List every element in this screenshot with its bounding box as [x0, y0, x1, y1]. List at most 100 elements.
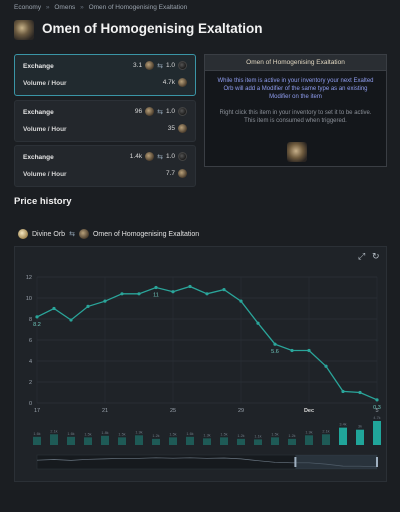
volume-label: 1.9k	[305, 430, 312, 434]
y-tick-label: 6	[29, 338, 32, 344]
rate-left-value: 96	[134, 108, 143, 115]
volume-bar	[101, 435, 109, 445]
currency-icon	[178, 152, 187, 161]
volume-bar	[288, 438, 296, 445]
volume-bar	[339, 427, 347, 445]
breadcrumb-economy[interactable]: Economy	[14, 4, 42, 11]
volume-bar	[50, 434, 58, 445]
volume-bar	[118, 437, 126, 445]
volume-bar	[271, 437, 279, 445]
exchange-card-2[interactable]: Exchange 96 ⇆ 1.0 Volume / Hour 35	[14, 100, 196, 142]
volume-bar	[169, 437, 177, 445]
volume-label: 2.1k	[322, 429, 329, 433]
price-point	[35, 315, 39, 319]
breadcrumb-separator: »	[80, 4, 84, 11]
volume-bar	[84, 437, 92, 445]
currency-pair[interactable]: Divine Orb ⇆ Omen of Homogenising Exalta…	[18, 229, 199, 239]
y-tick-label: 12	[26, 275, 32, 281]
volume-label: 1.6k	[67, 432, 74, 436]
volume-bar	[152, 438, 160, 445]
volume-number: 4.7k	[162, 79, 175, 86]
price-point	[290, 348, 294, 353]
x-tick-label: 5	[375, 408, 378, 414]
breadcrumb-current: Omen of Homogenising Exaltation	[88, 4, 188, 11]
volume-value: 35	[168, 124, 187, 133]
volume-label: 1.8k	[101, 431, 108, 435]
volume-label: 1.5k	[271, 432, 278, 436]
volume-bar	[220, 437, 228, 445]
volume-label: 3.4k	[339, 423, 346, 427]
y-tick-label: 8	[29, 317, 32, 323]
exchange-card-1[interactable]: Exchange 3.1 ⇆ 1.0 Volume / Hour 4.7k	[14, 54, 196, 96]
price-point	[120, 292, 124, 296]
x-tick-label: 17	[34, 408, 40, 414]
range-selection	[295, 455, 377, 469]
volume-bar	[305, 435, 313, 445]
price-line	[36, 285, 378, 401]
rate-left-value: 3.1	[133, 62, 143, 69]
data-label: 0.3	[373, 405, 381, 411]
exchange-label: Exchange	[23, 63, 54, 70]
omen-icon	[178, 169, 187, 178]
price-point	[256, 321, 260, 325]
price-point	[52, 306, 56, 311]
price-point	[205, 292, 209, 296]
volume-bar	[203, 438, 211, 445]
volume-label: 1.2k	[237, 434, 244, 438]
expand-icon[interactable]: ⤢	[358, 251, 366, 261]
price-point	[103, 299, 107, 303]
price-point	[69, 318, 73, 322]
volume-label: 2.1k	[50, 429, 57, 433]
volume-label: Volume / Hour	[23, 80, 67, 87]
volume-bar	[186, 436, 194, 445]
x-tick-label: 29	[238, 408, 244, 414]
volume-label: 1.6k	[186, 432, 193, 436]
volume-bar	[67, 436, 75, 445]
price-chart: ⤢ ↻ 02468101217212529Dec598.2115.60.31.6…	[14, 246, 387, 482]
refresh-icon[interactable]: ↻	[372, 251, 380, 261]
swap-icon[interactable]: ⇆	[69, 231, 75, 238]
currency-icon	[178, 107, 187, 116]
breadcrumb-omens[interactable]: Omens	[54, 4, 76, 11]
rate-left-value: 1.4k	[129, 153, 143, 160]
range-handle-left	[294, 457, 297, 467]
economy-page: Economy » Omens » Omen of Homogenising E…	[14, 4, 387, 482]
page-title: Omen of Homogenising Exaltation	[42, 21, 263, 36]
divine-orb-icon	[18, 229, 28, 239]
breadcrumb-separator: »	[45, 4, 50, 11]
volume-bar	[33, 436, 41, 445]
price-point	[375, 398, 379, 402]
volume-value: 4.7k	[163, 78, 187, 87]
volume-label: 4.7k	[373, 416, 380, 420]
breadcrumb: Economy » Omens » Omen of Homogenising E…	[14, 4, 190, 11]
range-handle-right	[376, 457, 378, 467]
data-label: 11	[153, 293, 159, 299]
volume-bar	[356, 429, 364, 445]
rate-right-value: 1.0	[165, 108, 175, 115]
omen-item-icon	[14, 20, 34, 40]
price-point	[86, 304, 90, 308]
volume-label: 3k	[358, 425, 362, 429]
omen-icon	[145, 152, 155, 161]
x-tick-label: 25	[170, 408, 176, 414]
currency-icon	[178, 61, 187, 70]
exchange-label: Exchange	[23, 154, 54, 161]
item-usage-hint: Right click this item in your inventory …	[219, 110, 372, 124]
volume-bar	[135, 435, 143, 445]
volume-label: Volume / Hour	[23, 126, 67, 133]
rate-right-value: 1.0	[165, 153, 175, 160]
volume-label: 1.5k	[84, 432, 91, 436]
volume-label: Volume / Hour	[23, 171, 67, 178]
exchange-card-3[interactable]: Exchange 1.4k ⇆ 1.0 Volume / Hour 7.7	[14, 145, 196, 187]
exchange-label: Exchange	[23, 109, 54, 116]
price-point	[222, 288, 226, 292]
swap-icon: ⇆	[157, 153, 163, 161]
price-point	[154, 285, 158, 290]
exchange-rate: 1.4k ⇆ 1.0	[130, 152, 187, 161]
volume-label: 1.6k	[33, 432, 40, 436]
omen-icon	[178, 78, 187, 87]
volume-bar	[373, 421, 381, 445]
volume-bar	[322, 434, 330, 445]
y-tick-label: 2	[29, 380, 32, 386]
y-tick-label: 4	[29, 359, 32, 365]
